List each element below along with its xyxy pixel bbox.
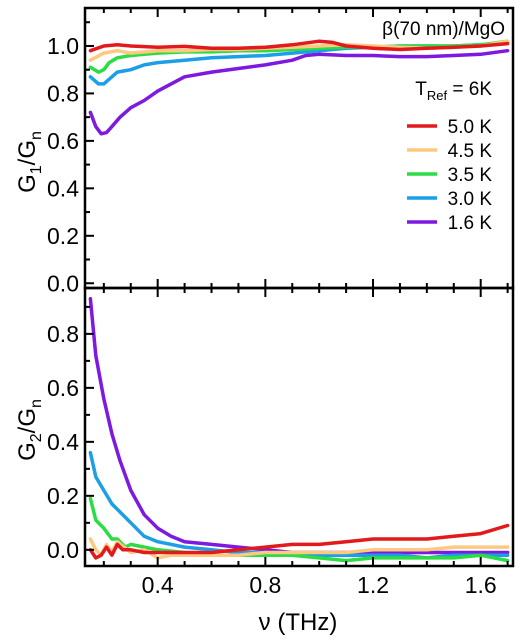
legend-label: 3.0 K — [448, 189, 493, 210]
legend-label: 5.0 K — [448, 117, 493, 138]
legend-label: 1.6 K — [448, 213, 493, 234]
legend-label: 4.5 K — [448, 141, 493, 162]
y-axis-label-bottom: G2/Gn — [14, 399, 45, 461]
y-tick-label: 0.4 — [47, 429, 79, 455]
legend: 5.0 K 4.5 K 3.5 K 3.0 K 1.6 K — [407, 117, 492, 234]
reference-temperature-label: TRef = 6K — [415, 79, 492, 103]
series-line-1-6-k — [90, 299, 507, 553]
x-tick-label: 1.6 — [465, 572, 497, 598]
bottom-series-layer — [90, 299, 507, 561]
bottom-plot-frame — [85, 288, 513, 566]
y-tick-label: 0.6 — [47, 128, 79, 154]
y-tick-label: 0.4 — [47, 175, 79, 201]
bottom-ticks — [85, 288, 508, 566]
y-tick-label: 0.6 — [47, 375, 79, 401]
x-tick-label: 1.2 — [357, 572, 389, 598]
x-tick-label: 0.4 — [142, 572, 174, 598]
top-panel: 0.0 0.2 0.4 0.6 0.8 1.0 β(70 nm)/MgO TRef = 6… — [14, 8, 513, 296]
bottom-panel: 0.0 0.2 0.4 0.6 0.8 0.4 0.8 1.2 1.6 G2/Gn ν (THz… — [14, 288, 513, 636]
y-tick-label: 0.2 — [47, 223, 79, 249]
series-line-3-0-k — [90, 453, 507, 558]
y-tick-label: 0.0 — [47, 270, 79, 296]
y-tick-label: 0.2 — [47, 483, 79, 509]
legend-label: 3.5 K — [448, 165, 493, 186]
y-tick-label: 0.0 — [47, 537, 79, 563]
x-tick-label: 0.8 — [249, 572, 281, 598]
top-tick-labels: 0.0 0.2 0.4 0.6 0.8 1.0 — [47, 33, 79, 296]
panel-annotation: β(70 nm)/MgO — [382, 19, 505, 40]
y-tick-label: 0.8 — [47, 321, 79, 347]
y-axis-label-top: G1/Gn — [14, 131, 45, 193]
x-axis-label: ν (THz) — [259, 609, 338, 636]
y-tick-label: 1.0 — [47, 33, 79, 59]
y-tick-label: 0.8 — [47, 80, 79, 106]
